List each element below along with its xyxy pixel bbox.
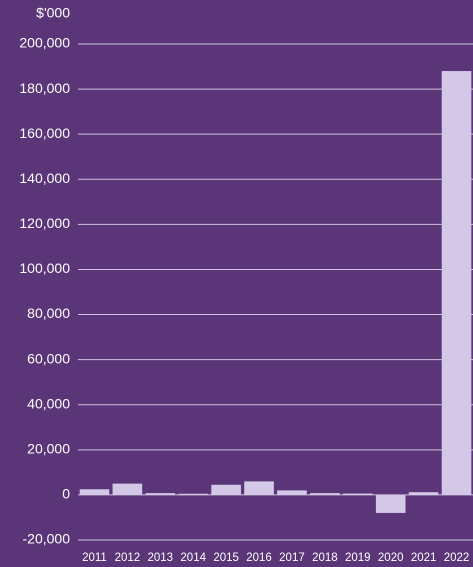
bar	[211, 484, 241, 495]
bar	[441, 71, 472, 495]
x-tick-label: 2021	[411, 552, 437, 564]
y-tick-label: 80,000	[27, 305, 70, 321]
y-tick-label: 100,000	[19, 260, 70, 276]
x-tick-label: 2012	[115, 552, 141, 564]
x-tick-label: 2019	[345, 552, 371, 564]
y-tick-label: 120,000	[19, 215, 70, 231]
x-tick-label: 2013	[147, 552, 173, 564]
y-tick-label: 20,000	[27, 441, 70, 457]
y-axis-label: $'000	[36, 5, 70, 21]
bar	[145, 493, 176, 495]
x-tick-label: 2017	[279, 552, 305, 564]
y-tick-label: 140,000	[19, 170, 70, 186]
y-tick-label: 60,000	[27, 350, 70, 366]
bar	[112, 483, 143, 495]
bar	[79, 489, 110, 495]
y-tick-label: 0	[62, 486, 70, 502]
x-tick-label: 2022	[444, 552, 470, 564]
y-tick-label: 40,000	[27, 395, 70, 411]
x-tick-label: 2011	[82, 552, 107, 564]
bar	[342, 493, 373, 495]
x-tick-label: 2016	[246, 552, 272, 564]
x-tick-label: 2020	[378, 552, 404, 564]
bar	[375, 494, 406, 513]
y-tick-label: 160,000	[19, 125, 70, 141]
bar	[277, 490, 307, 495]
y-tick-label: 180,000	[19, 80, 70, 96]
y-tick-label: 200,000	[19, 35, 70, 51]
bar	[178, 493, 209, 495]
bar	[310, 493, 340, 495]
x-tick-label: 2014	[180, 552, 206, 564]
bar	[244, 481, 274, 495]
x-tick-label: 2018	[312, 552, 338, 564]
x-tick-label: 2015	[213, 552, 239, 564]
y-tick-label: -20,000	[23, 531, 71, 547]
bar	[408, 492, 439, 495]
